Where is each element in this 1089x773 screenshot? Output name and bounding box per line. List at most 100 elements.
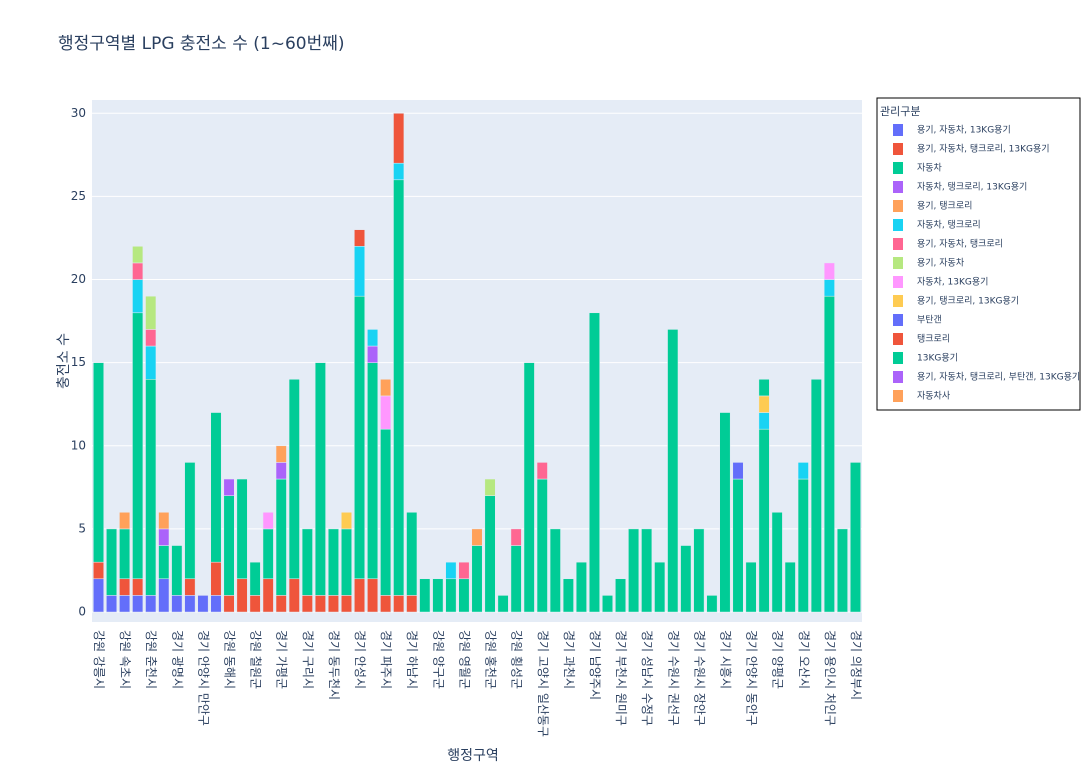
bar-segment <box>445 578 457 613</box>
bar-segment <box>745 561 757 613</box>
legend-swatch <box>893 314 903 326</box>
legend-label: 용기, 자동차, 13KG용기 <box>917 124 1011 136</box>
x-tick-label: 경기 의정부시 <box>849 630 863 700</box>
bar-segment <box>575 561 587 613</box>
legend-label: 용기, 자동차, 탱크로리, 부탄갠, 13KG용기 <box>917 371 1080 383</box>
x-tick-label: 강원 동해시 <box>223 630 237 689</box>
x-tick-label: 경기 광명시 <box>170 630 184 689</box>
bar-segment <box>367 362 379 580</box>
x-tick-label: 경기 부천시 원미구 <box>614 630 629 726</box>
bar-segment <box>288 578 300 613</box>
bar-segment <box>536 462 548 480</box>
bar-segment <box>119 528 131 580</box>
bar-segment <box>275 462 287 480</box>
bar-segment <box>758 395 770 413</box>
bar-segment <box>771 512 783 613</box>
x-tick-label: 경기 가평군 <box>275 630 289 689</box>
bar-segment <box>158 512 170 530</box>
bar-segment <box>602 595 613 613</box>
bar-segment <box>236 478 248 580</box>
bar-segment <box>132 578 144 596</box>
bar-segment <box>471 528 483 546</box>
bar-segment <box>93 561 104 580</box>
bar-segment <box>823 262 835 280</box>
x-tick-label: 경기 동두천시 <box>327 630 342 700</box>
bar-segment <box>667 329 679 613</box>
bar-segment <box>393 179 405 596</box>
bar-segment <box>210 561 222 596</box>
legend-swatch <box>893 143 903 155</box>
bar-segment <box>523 362 535 613</box>
legend-label: 자동차, 탱크로리 <box>917 219 981 231</box>
legend-swatch <box>893 390 903 402</box>
bar-segment <box>484 495 496 613</box>
bar-segment <box>850 462 861 613</box>
x-tick-label: 강원 양구군 <box>431 630 445 689</box>
bar-segment <box>275 478 287 596</box>
bar-segment <box>341 528 352 596</box>
bar-segment <box>158 578 170 613</box>
bar-segment <box>823 279 835 297</box>
bar-segment <box>301 595 313 613</box>
bar-segment <box>119 512 131 530</box>
bar-segment <box>223 478 235 496</box>
bar-segment <box>249 561 261 596</box>
x-tick-label: 경기 구리시 <box>301 630 315 689</box>
bar-segment <box>93 578 104 613</box>
bar-segment <box>275 445 287 463</box>
y-tick-label: 15 <box>71 355 86 369</box>
y-axis-label: 충전소 수 <box>56 333 72 389</box>
bar-segment <box>171 595 183 613</box>
bar-segment <box>197 595 209 613</box>
x-tick-label: 경기 수원시 권선구 <box>666 630 680 726</box>
bar-segment <box>641 528 653 613</box>
legend-label: 용기, 탱크로리, 13KG용기 <box>917 296 1019 307</box>
x-tick-label: 경기 성남시 수정구 <box>640 630 654 726</box>
bar-segment <box>145 379 157 596</box>
x-tick-label: 경기 수원시 장안구 <box>692 630 706 726</box>
bar-segment <box>445 561 457 580</box>
legend-swatch <box>893 200 903 212</box>
bar-segment <box>680 545 692 613</box>
legend-label: 용기, 자동차, 탱크로리 <box>917 238 1003 250</box>
bar-segment <box>497 595 509 613</box>
bar-segment <box>288 379 300 580</box>
y-tick-label: 10 <box>71 438 86 452</box>
legend-label: 용기, 자동차, 탱크로리, 13KG용기 <box>917 143 1050 155</box>
x-tick-label: 경기 과천시 <box>562 630 577 689</box>
y-tick-label: 25 <box>71 189 86 203</box>
bar-segment <box>562 578 574 613</box>
bar-segment <box>719 412 731 613</box>
x-tick-label: 경기 용인시 처인구 <box>823 630 837 726</box>
legend-title: 관리구분 <box>880 105 920 118</box>
legend-label: 자동차사 <box>917 390 951 402</box>
legend-swatch <box>893 371 903 383</box>
bar-segment <box>132 262 144 280</box>
bar-segment <box>615 578 627 613</box>
x-tick-label: 강원 영월군 <box>457 630 471 689</box>
bar-segment <box>458 578 470 613</box>
x-tick-label: 강원 춘천시 <box>144 630 159 689</box>
chart-title: 행정구역별 LPG 충전소 수 (1~60번째) <box>58 34 345 54</box>
bar-segment <box>393 595 405 613</box>
bar-segment <box>262 578 274 613</box>
bar-segment <box>536 478 548 613</box>
bar-segment <box>314 362 326 596</box>
x-tick-label: 경기 안양시 만안구 <box>196 630 210 726</box>
bar-segment <box>275 595 287 613</box>
legend-swatch <box>893 162 903 174</box>
bar-segment <box>223 595 235 613</box>
bar-segment <box>145 345 157 380</box>
bar-segment <box>106 528 118 596</box>
bar-segment <box>367 578 379 613</box>
bar-segment <box>797 462 809 480</box>
bar-segment <box>784 561 796 613</box>
bar-segment <box>354 229 366 247</box>
bar-segment <box>262 528 274 580</box>
bar-segment <box>223 495 235 596</box>
bar-segment <box>458 561 470 580</box>
bar-segment <box>158 528 170 546</box>
legend-swatch <box>893 333 903 345</box>
bar-segment <box>249 595 261 613</box>
